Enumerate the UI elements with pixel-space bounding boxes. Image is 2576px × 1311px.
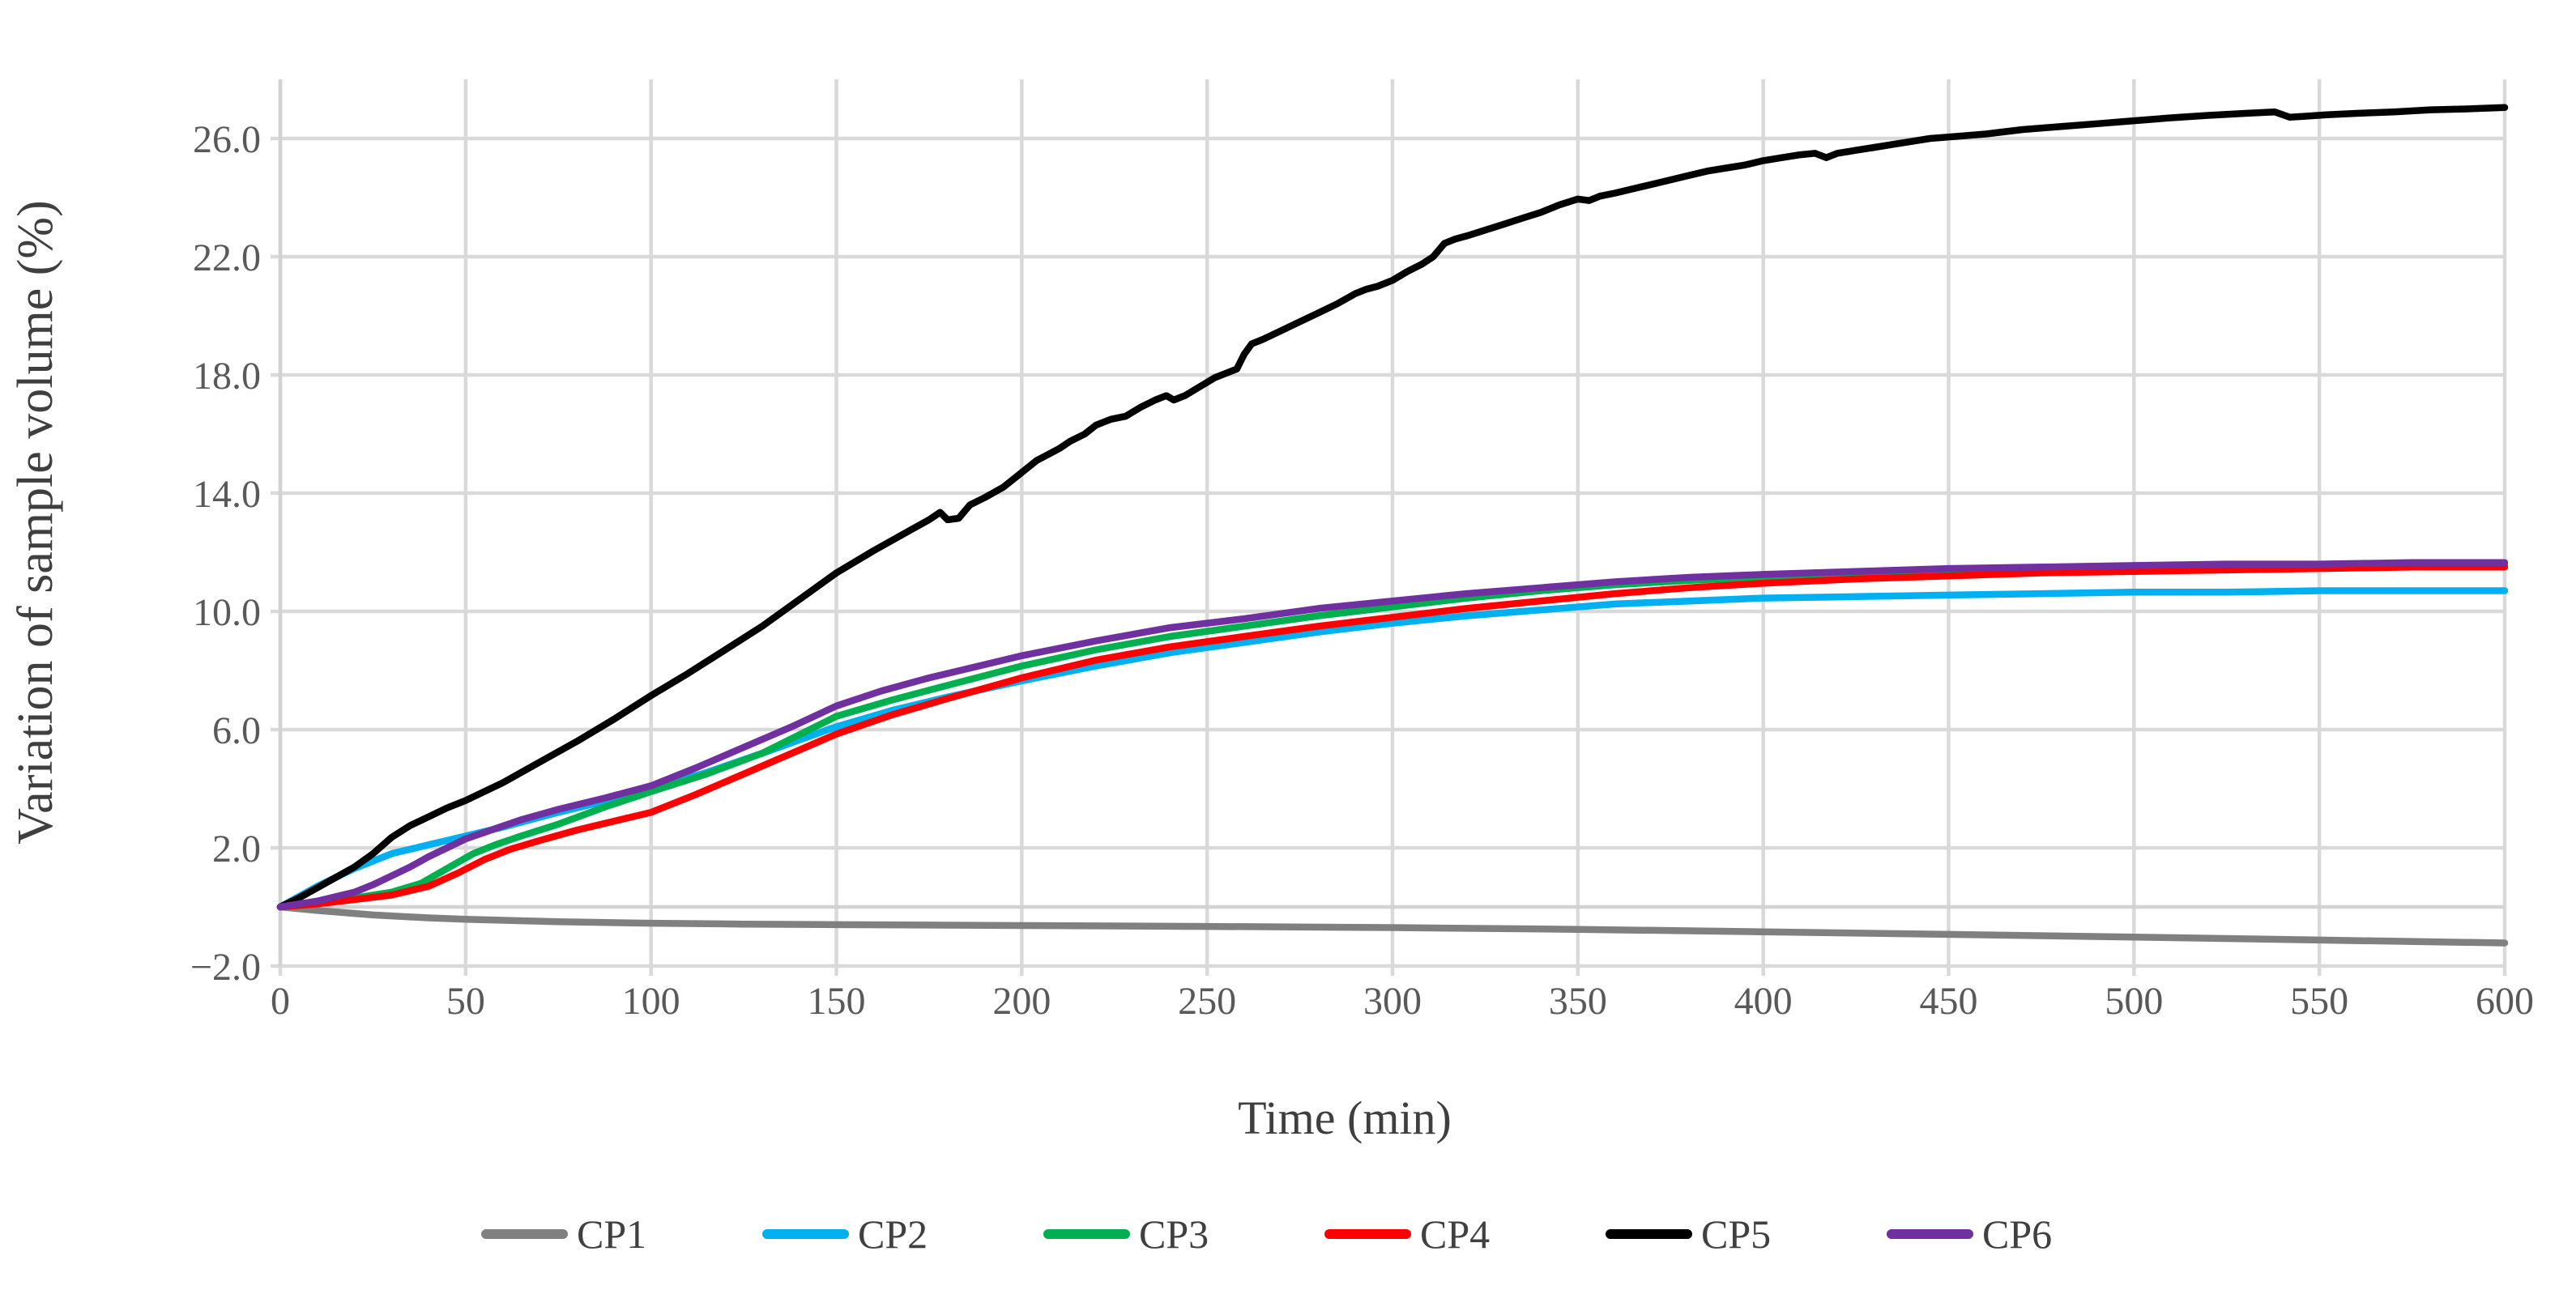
x-tick-label: 350 (1549, 980, 1607, 1023)
x-tick-label: 550 (2290, 980, 2348, 1023)
y-tick-label: 2.0 (212, 828, 261, 870)
x-tick-label: 50 (446, 980, 485, 1023)
x-tick-label: 500 (2105, 980, 2163, 1023)
legend-label-CP4: CP4 (1420, 1211, 1490, 1257)
legend-item-CP1: CP1 (481, 1211, 646, 1257)
y-tick-label: 26.0 (193, 118, 261, 161)
y-tick-label: 14.0 (193, 473, 261, 516)
legend-item-CP5: CP5 (1606, 1211, 1771, 1257)
x-tick-label: 300 (1363, 980, 1422, 1023)
x-tick-label: 200 (992, 980, 1051, 1023)
x-tick-label: 0 (271, 980, 290, 1023)
y-tick-label: 22.0 (193, 236, 261, 279)
legend: CP1 CP2 CP3 CP4 CP5 CP6 (481, 1211, 2052, 1257)
data-series (276, 104, 2509, 947)
legend-label-CP1: CP1 (577, 1211, 646, 1257)
y-tick-label: 10.0 (193, 591, 261, 634)
legend-item-CP6: CP6 (1887, 1211, 2052, 1257)
x-axis-title: Time (min) (1238, 1092, 1452, 1144)
y-tick-label: 6.0 (212, 709, 261, 752)
legend-item-CP3: CP3 (1043, 1211, 1209, 1257)
y-tick-label: −2.0 (190, 946, 261, 989)
y-axis-tick-labels: 26.0 22.0 18.0 14.0 10.0 6.0 2.0 −2.0 (190, 118, 261, 989)
legend-label-CP6: CP6 (1982, 1211, 2052, 1257)
legend-item-CP2: CP2 (762, 1211, 928, 1257)
legend-item-CP4: CP4 (1324, 1211, 1490, 1257)
gridlines (271, 79, 2507, 976)
legend-label-CP2: CP2 (858, 1211, 928, 1257)
x-tick-label: 450 (1920, 980, 1978, 1023)
legend-label-CP5: CP5 (1701, 1211, 1771, 1257)
x-axis-tick-labels: 0 50 100 150 200 250 300 350 400 450 500 550 600 (271, 980, 2534, 1023)
y-tick-label: 18.0 (193, 355, 261, 398)
x-tick-label: 600 (2476, 980, 2534, 1023)
series-line-CP4 (276, 564, 2509, 911)
axis-lines (278, 79, 2505, 966)
series-line-CP6 (276, 559, 2509, 911)
x-tick-label: 100 (622, 980, 680, 1023)
x-tick-label: 150 (808, 980, 866, 1023)
x-tick-label: 250 (1178, 980, 1236, 1023)
legend-label-CP3: CP3 (1139, 1211, 1209, 1257)
series-line-CP1 (276, 903, 2509, 947)
x-tick-label: 400 (1734, 980, 1793, 1023)
y-axis-title: Variation of sample volume (%) (8, 200, 63, 844)
series-line-CP5 (276, 104, 2509, 911)
